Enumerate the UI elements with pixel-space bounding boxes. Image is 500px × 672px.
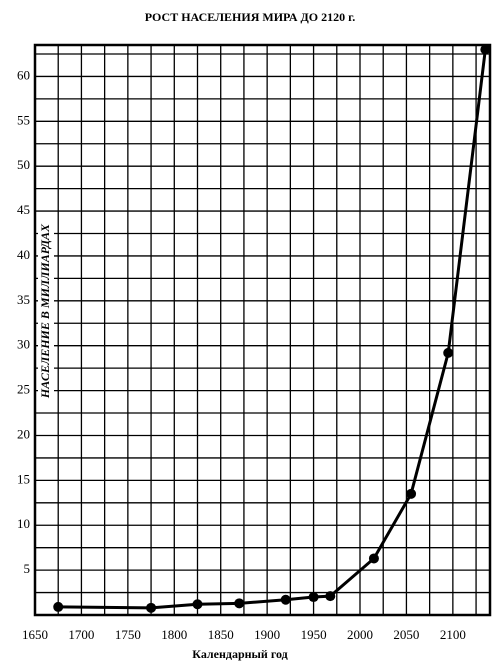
- y-label-bg: [38, 218, 54, 404]
- data-point: [368, 553, 379, 564]
- series: [53, 44, 491, 613]
- y-tick-label: 50: [17, 157, 30, 172]
- x-tick-label: 1650: [22, 627, 48, 642]
- data-point: [480, 44, 491, 55]
- y-tick-label: 15: [17, 471, 30, 486]
- y-tick-label: 30: [17, 337, 30, 352]
- x-tick-label: 1850: [208, 627, 234, 642]
- x-tick-label: 2050: [393, 627, 419, 642]
- y-tick-label: 55: [17, 112, 30, 127]
- y-tick-label: 10: [17, 516, 30, 531]
- x-tick-label: 1700: [68, 627, 94, 642]
- data-point: [325, 591, 336, 602]
- x-tick-label: 1800: [161, 627, 187, 642]
- y-tick-label: 25: [17, 382, 30, 397]
- x-tick-label: 1900: [254, 627, 280, 642]
- plot-frame: [33, 43, 492, 617]
- x-axis-label: Календарный год: [192, 647, 287, 661]
- data-point: [234, 598, 245, 609]
- data-point: [406, 488, 417, 499]
- x-tick-label: 1750: [115, 627, 141, 642]
- data-point: [53, 601, 64, 612]
- y-tick-label: 45: [17, 202, 30, 217]
- y-tick-label: 20: [17, 426, 30, 441]
- x-tick-label: 1950: [301, 627, 327, 642]
- y-tick-label: 60: [17, 67, 30, 82]
- data-point: [280, 594, 291, 605]
- y-tick-label: 5: [24, 561, 31, 576]
- y-tick-label: 40: [17, 247, 30, 262]
- y-axis-label: НАСЕЛЕНИЕ В МИЛЛИАРДАХ: [38, 223, 52, 399]
- grid: [35, 45, 490, 615]
- data-point: [308, 592, 319, 603]
- chart-title: РОСТ НАСЕЛЕНИЯ МИРА ДО 2120 г.: [145, 10, 355, 24]
- data-point: [443, 347, 454, 358]
- x-tick-label: 2100: [440, 627, 466, 642]
- data-point: [192, 599, 203, 610]
- x-tick-label: 2000: [347, 627, 373, 642]
- data-point: [146, 602, 157, 613]
- series-line: [58, 49, 487, 610]
- y-tick-label: 35: [17, 292, 30, 307]
